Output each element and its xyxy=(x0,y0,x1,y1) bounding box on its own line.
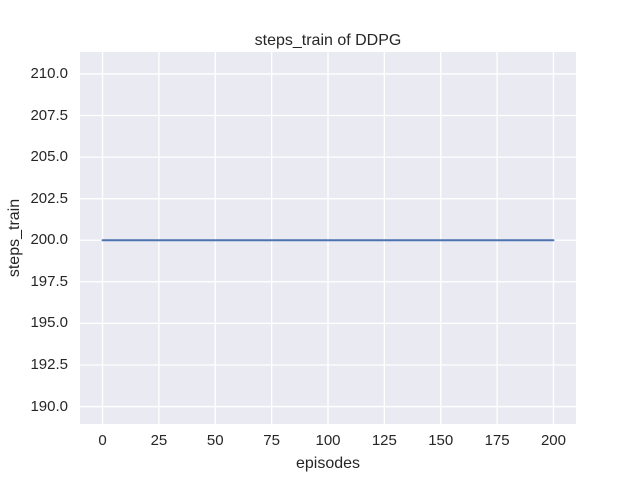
x-tick-label: 75 xyxy=(263,432,280,449)
x-tick-label: 125 xyxy=(371,432,397,449)
chart-title: steps_train of DDPG xyxy=(254,32,402,49)
y-tick-label: 197.5 xyxy=(30,272,68,290)
y-tick-label: 202.5 xyxy=(30,189,68,207)
x-tick-label: 150 xyxy=(428,432,454,449)
x-axis-label: episodes xyxy=(295,455,361,472)
x-tick-label: 100 xyxy=(315,432,341,449)
y-tick-label: 192.5 xyxy=(30,355,68,373)
x-tick-label: 25 xyxy=(150,432,168,449)
x-tick-label: 0 xyxy=(98,432,107,449)
x-tick-label: 50 xyxy=(206,432,224,449)
y-tick-label: 190.0 xyxy=(30,397,68,415)
y-tick-label: 200.0 xyxy=(30,231,68,249)
x-tick-label: 200 xyxy=(540,432,566,449)
y-tick-label: 207.5 xyxy=(30,106,68,124)
x-tick-label: 175 xyxy=(484,432,510,449)
y-tick-label: 205.0 xyxy=(30,148,68,166)
y-tick-label: 210.0 xyxy=(30,64,68,82)
y-tick-label: 195.0 xyxy=(30,314,68,332)
